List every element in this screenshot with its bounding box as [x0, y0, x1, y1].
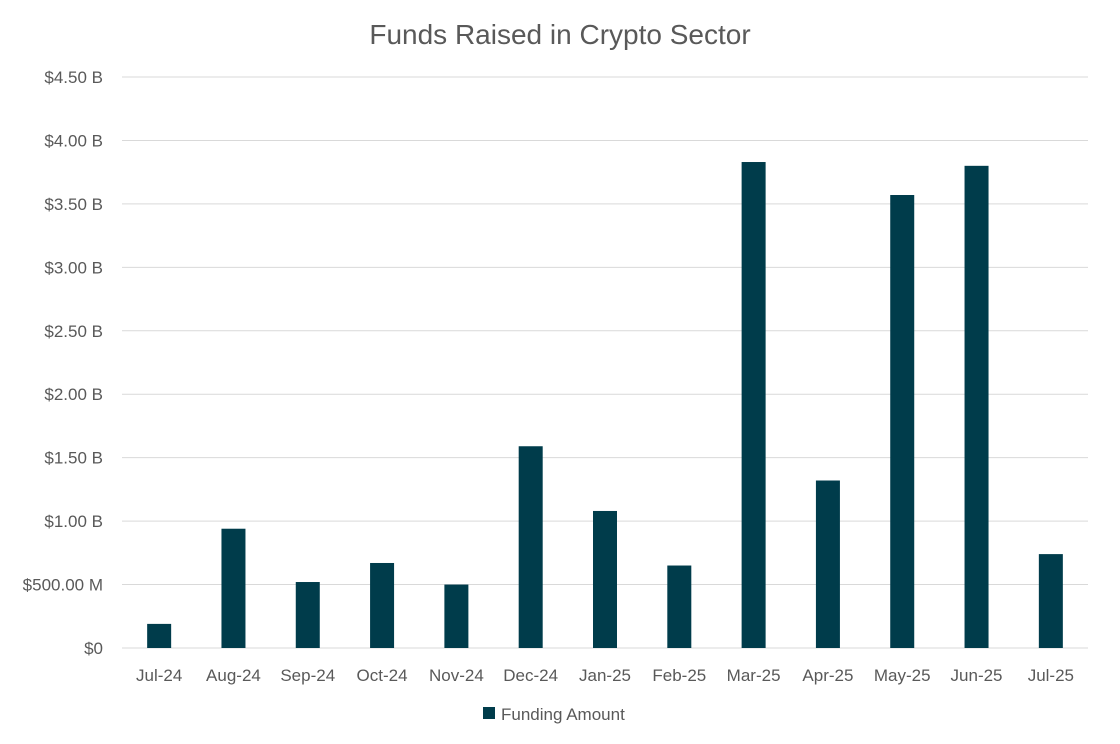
- x-tick-label: Mar-25: [727, 666, 781, 685]
- bar-oct-24: [370, 562, 395, 648]
- bar-nov-24: [444, 584, 469, 648]
- x-tick-label: Oct-24: [357, 666, 408, 685]
- x-tick-label: Jun-25: [951, 666, 1003, 685]
- chart-title: Funds Raised in Crypto Sector: [369, 19, 750, 50]
- y-tick-label: $2.50 B: [44, 322, 103, 341]
- bar-jan-25: [593, 510, 617, 648]
- legend-swatch: [483, 707, 495, 719]
- x-tick-label: Jul-24: [136, 666, 182, 685]
- x-tick-label: Jul-25: [1028, 666, 1074, 685]
- bar-apr-25: [815, 480, 840, 648]
- y-tick-label: $3.50 B: [44, 195, 103, 214]
- bar-mar-25: [741, 162, 766, 648]
- x-tick-label: Jan-25: [579, 666, 631, 685]
- y-tick-label: $500.00 M: [23, 576, 103, 595]
- x-tick-label: Apr-25: [802, 666, 853, 685]
- bar-may-25: [890, 195, 915, 649]
- bar-sep-24: [295, 582, 320, 648]
- y-tick-label: $1.50 B: [44, 449, 103, 468]
- y-tick-label: $4.50 B: [44, 68, 103, 87]
- legend: Funding Amount: [483, 705, 625, 724]
- bar-jul-24: [147, 623, 172, 648]
- x-tick-label: Feb-25: [652, 666, 706, 685]
- bar-jun-25: [964, 165, 989, 649]
- x-tick-label: Nov-24: [429, 666, 484, 685]
- bar-aug-24: [221, 528, 246, 648]
- y-tick-label: $3.00 B: [44, 258, 103, 277]
- bar-dec-24: [518, 446, 543, 648]
- legend-label: Funding Amount: [501, 705, 625, 724]
- x-tick-label: Aug-24: [206, 666, 261, 685]
- y-tick-label: $1.00 B: [44, 512, 103, 531]
- y-tick-label: $0: [84, 639, 103, 658]
- bar-jul-25: [1038, 554, 1063, 648]
- gridlines: [122, 76, 1088, 649]
- x-tick-label: May-25: [874, 666, 931, 685]
- y-tick-label: $2.00 B: [44, 385, 103, 404]
- bars: [147, 162, 1063, 649]
- y-axis-ticks: $0 $500.00 M $1.00 B $1.50 B $2.00 B $2.50 B $…: [23, 68, 103, 658]
- x-tick-label: Sep-24: [280, 666, 335, 685]
- x-tick-label: Dec-24: [503, 666, 558, 685]
- y-tick-label: $4.00 B: [44, 131, 103, 150]
- bar-feb-25: [667, 565, 692, 648]
- x-axis-ticks: Jul-24 Aug-24 Sep-24 Oct-24 Nov-24 Dec-24 Jan-…: [136, 666, 1074, 685]
